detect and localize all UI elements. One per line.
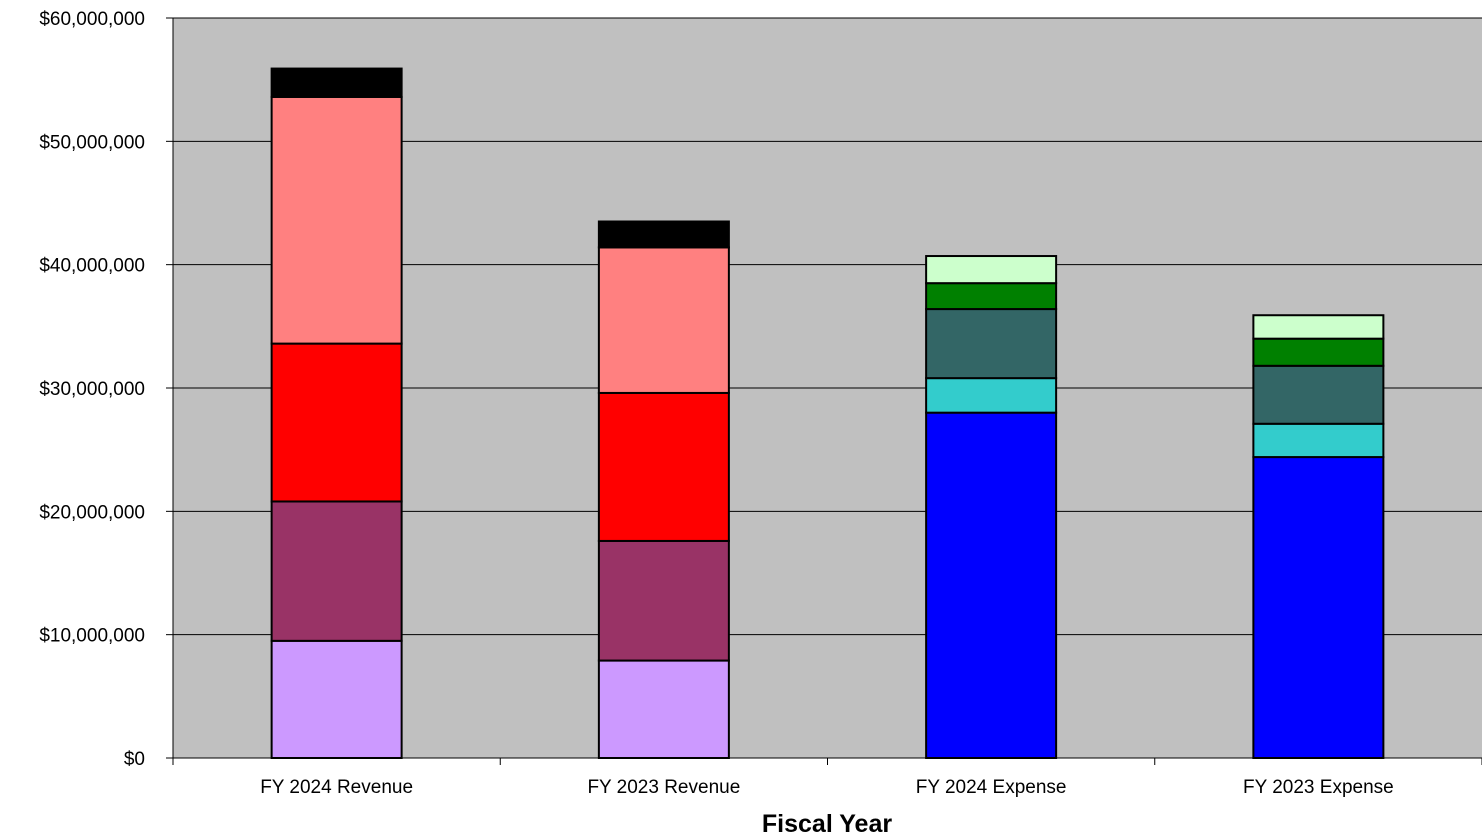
bar-segment [270,500,403,642]
bar-segment [597,220,730,249]
y-tick-label: $0 [124,749,145,770]
bar-segment [270,95,403,345]
bar-segment [597,391,730,542]
bar-segment [1252,422,1385,459]
y-tick-label: $50,000,000 [39,132,145,153]
bar-segment [925,308,1058,380]
bar-segment [270,639,403,759]
y-tick-label: $10,000,000 [39,626,145,647]
bar-segment [270,67,403,98]
axes [166,17,1482,765]
y-tick-label: $20,000,000 [39,502,145,523]
bar-segment [925,377,1058,414]
bar-segment [925,282,1058,311]
x-tick-label: FY 2024 Expense [916,777,1067,798]
bar-segment [1252,337,1385,367]
bar-segment [597,539,730,662]
bars [270,67,1385,759]
bar-segment [597,246,730,394]
bar-segment [1252,456,1385,759]
x-tick-label: FY 2024 Revenue [260,777,413,798]
bar-segment [1252,314,1385,340]
y-tick-label: $60,000,000 [39,9,145,30]
y-tick-label: $40,000,000 [39,256,145,277]
bar-segment [597,659,730,759]
y-tick-label: $30,000,000 [39,379,145,400]
y-axis-tick-labels: $0 $10,000,000 $20,000,000 $30,000,000 $40,0… [39,9,145,770]
x-axis-tick-labels: FY 2024 Revenue FY 2023 Revenue FY 2024 Ex… [260,777,1394,798]
bar-segment [270,342,403,503]
bar-segment [925,411,1058,759]
x-axis-title: Fiscal Year [762,810,892,838]
bar-segment [1252,364,1385,425]
bar-segment [925,255,1058,285]
x-tick-label: FY 2023 Expense [1243,777,1394,798]
x-tick-label: FY 2023 Revenue [587,777,740,798]
